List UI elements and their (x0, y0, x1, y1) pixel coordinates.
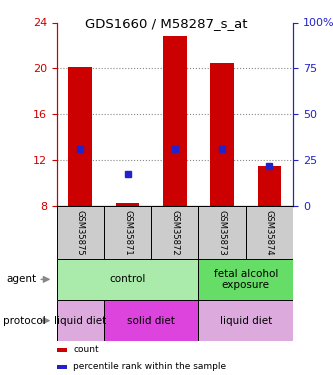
Text: GDS1660 / M58287_s_at: GDS1660 / M58287_s_at (85, 17, 248, 30)
Bar (163, 36, 187, 206)
Text: agent: agent (7, 274, 37, 284)
Bar (116, 203, 139, 206)
Bar (198, 300, 293, 341)
Bar (104, 206, 151, 259)
Bar (57, 259, 198, 300)
Text: control: control (109, 274, 146, 284)
Text: GSM35873: GSM35873 (217, 210, 227, 255)
Bar (57, 300, 104, 341)
Text: percentile rank within the sample: percentile rank within the sample (73, 362, 226, 371)
Bar (246, 206, 293, 259)
Bar (57, 348, 67, 352)
Text: liquid diet: liquid diet (54, 316, 106, 326)
Bar (210, 63, 234, 206)
Text: GSM35872: GSM35872 (170, 210, 179, 255)
Bar (198, 206, 246, 259)
Text: solid diet: solid diet (127, 316, 175, 326)
Bar (69, 67, 92, 206)
Bar (198, 259, 293, 300)
Text: GSM35871: GSM35871 (123, 210, 132, 255)
Text: protocol: protocol (3, 316, 46, 326)
Bar (258, 166, 281, 206)
Bar (151, 206, 198, 259)
Text: count: count (73, 345, 99, 354)
Bar (57, 206, 104, 259)
Text: fetal alcohol
exposure: fetal alcohol exposure (213, 268, 278, 290)
Text: GSM35874: GSM35874 (265, 210, 274, 255)
Bar (104, 300, 198, 341)
Text: GSM35875: GSM35875 (76, 210, 85, 255)
Text: liquid diet: liquid diet (220, 316, 272, 326)
Bar (57, 364, 67, 369)
